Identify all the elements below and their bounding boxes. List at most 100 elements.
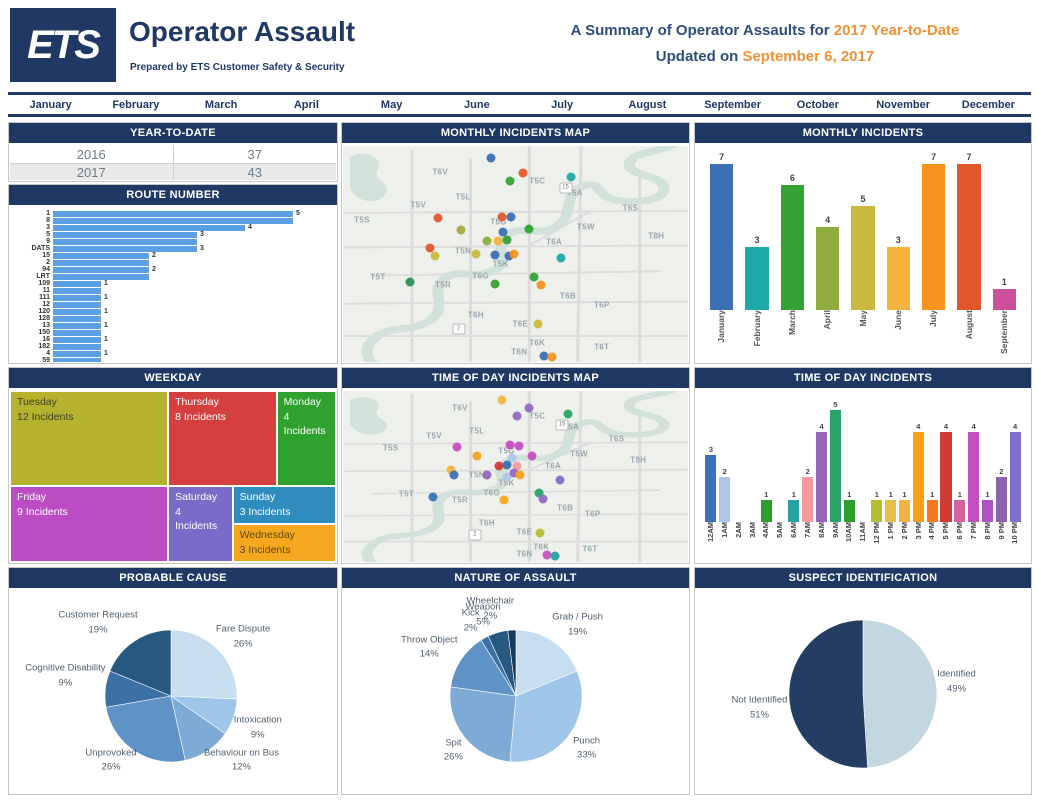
route-bar-111[interactable] bbox=[53, 294, 101, 301]
route-bar-128[interactable] bbox=[53, 315, 101, 322]
incident-dot[interactable] bbox=[539, 351, 549, 361]
month-tab-march[interactable]: March bbox=[204, 98, 238, 111]
pie-slice-wheelchair[interactable] bbox=[506, 629, 516, 697]
month-tab-october[interactable]: October bbox=[796, 98, 839, 111]
pie-slice-spit[interactable] bbox=[449, 686, 516, 763]
bar-12am[interactable] bbox=[705, 454, 717, 522]
treemap-tile-friday[interactable]: Friday 9 Incidents bbox=[10, 486, 169, 562]
incident-dot[interactable] bbox=[502, 460, 512, 470]
bar-slot-january[interactable]: 7 bbox=[704, 152, 739, 310]
route-row-8[interactable]: 8 bbox=[14, 217, 332, 224]
bar-slot-february[interactable]: 3 bbox=[739, 152, 774, 310]
incident-dot[interactable] bbox=[550, 551, 560, 561]
bar-slot-8am[interactable]: 4 bbox=[815, 397, 829, 522]
incident-dot[interactable] bbox=[452, 442, 462, 452]
incident-dot[interactable] bbox=[433, 213, 443, 223]
route-row-94[interactable]: 94 2 bbox=[14, 266, 332, 274]
bar-3-pm[interactable] bbox=[912, 432, 924, 522]
month-tab-november[interactable]: November bbox=[876, 98, 931, 111]
bar-slot-1-pm[interactable]: 1 bbox=[884, 397, 898, 522]
bar-1-pm[interactable] bbox=[885, 499, 897, 522]
incident-dot[interactable] bbox=[524, 403, 534, 413]
incident-dot[interactable] bbox=[497, 395, 507, 405]
treemap-tile-sunday[interactable]: Sunday 3 Incidents bbox=[232, 486, 336, 525]
route-row-109[interactable]: 109 1 bbox=[14, 280, 332, 288]
bar-8am[interactable] bbox=[816, 432, 828, 522]
bar-10-pm[interactable] bbox=[1009, 432, 1021, 522]
incident-dot[interactable] bbox=[505, 176, 515, 186]
treemap-tile-tuesday[interactable]: Tuesday 12 Incidents bbox=[10, 391, 169, 487]
treemap-tile-wednesday[interactable]: Wednesday 3 Incidents bbox=[232, 524, 336, 562]
bar-slot-6-pm[interactable]: 1 bbox=[953, 397, 967, 522]
route-row-9[interactable]: 9 bbox=[14, 238, 332, 245]
bar-slot-10am[interactable]: 1 bbox=[842, 397, 856, 522]
bar-january[interactable] bbox=[710, 164, 734, 310]
incident-dot[interactable] bbox=[425, 243, 435, 253]
bar-slot-4am[interactable]: 1 bbox=[759, 397, 773, 522]
route-row-182[interactable]: 182 bbox=[14, 343, 332, 350]
route-row-128[interactable]: 128 bbox=[14, 315, 332, 322]
bar-4-pm[interactable] bbox=[926, 499, 938, 522]
route-bar-150[interactable] bbox=[53, 329, 101, 336]
bar-slot-1am[interactable]: 2 bbox=[718, 397, 732, 522]
bar-slot-2-pm[interactable]: 1 bbox=[898, 397, 912, 522]
pie-slice-identified[interactable] bbox=[862, 619, 938, 769]
treemap-tile-thursday[interactable]: Thursday 8 Incidents bbox=[168, 391, 277, 487]
incident-dot[interactable] bbox=[529, 272, 539, 282]
bar-slot-5-pm[interactable]: 4 bbox=[939, 397, 953, 522]
incident-dot[interactable] bbox=[563, 409, 573, 419]
treemap-tile-monday[interactable]: Monday 4 Incidents bbox=[276, 391, 336, 487]
incident-dot[interactable] bbox=[471, 249, 481, 259]
ytd-row[interactable]: 2017 43 bbox=[10, 164, 336, 180]
month-tab-february[interactable]: February bbox=[112, 98, 160, 111]
bar-7-pm[interactable] bbox=[968, 432, 980, 522]
incident-dot[interactable] bbox=[486, 153, 496, 163]
month-tab-september[interactable]: September bbox=[704, 98, 762, 111]
bar-slot-3-pm[interactable]: 4 bbox=[911, 397, 925, 522]
pie-slice-unprovoked[interactable] bbox=[105, 695, 186, 763]
incident-dot[interactable] bbox=[566, 172, 576, 182]
route-bar-2[interactable] bbox=[53, 259, 149, 266]
month-tab-july[interactable]: July bbox=[551, 98, 574, 111]
incident-dot[interactable] bbox=[497, 212, 507, 222]
incident-dot[interactable] bbox=[490, 250, 500, 260]
bar-february[interactable] bbox=[745, 247, 769, 310]
route-row-111[interactable]: 111 1 bbox=[14, 294, 332, 302]
bar-9am[interactable] bbox=[829, 410, 841, 522]
bar-slot-9am[interactable]: 5 bbox=[828, 397, 842, 522]
bar-slot-12am[interactable]: 3 bbox=[704, 397, 718, 522]
incident-dot[interactable] bbox=[505, 440, 515, 450]
route-bar-dats[interactable] bbox=[53, 245, 197, 252]
incident-dot[interactable] bbox=[536, 280, 546, 290]
bar-12-pm[interactable] bbox=[871, 499, 883, 522]
incident-dot[interactable] bbox=[493, 236, 503, 246]
route-row-11[interactable]: 11 bbox=[14, 287, 332, 294]
incident-dot[interactable] bbox=[515, 470, 525, 480]
pie-slice-throw-object[interactable] bbox=[449, 639, 517, 697]
incident-dot[interactable] bbox=[512, 461, 522, 471]
month-tab-april[interactable]: April bbox=[293, 98, 319, 111]
incident-dot[interactable] bbox=[533, 319, 543, 329]
pie-slice-grab-push[interactable] bbox=[515, 629, 577, 697]
incident-dot[interactable] bbox=[555, 475, 565, 485]
bar-slot-8-pm[interactable]: 1 bbox=[981, 397, 995, 522]
incident-dot[interactable] bbox=[556, 253, 566, 263]
route-bar-182[interactable] bbox=[53, 343, 101, 350]
bar-july[interactable] bbox=[921, 164, 946, 310]
bar-march[interactable] bbox=[780, 184, 804, 310]
route-bar-3[interactable] bbox=[53, 224, 245, 231]
route-row-13[interactable]: 13 1 bbox=[14, 322, 332, 330]
bar-slot-may[interactable]: 5 bbox=[845, 152, 880, 310]
incident-dot[interactable] bbox=[534, 488, 544, 498]
route-bar-16[interactable] bbox=[53, 336, 101, 343]
month-tab-december[interactable]: December bbox=[961, 98, 1015, 111]
pie-slice-punch[interactable] bbox=[509, 670, 582, 763]
route-bar-lrt[interactable] bbox=[53, 273, 149, 280]
route-bar-8[interactable] bbox=[53, 217, 293, 224]
bar-slot-4-pm[interactable]: 1 bbox=[925, 397, 939, 522]
treemap-tile-saturday[interactable]: Saturday 4 Incidents bbox=[168, 486, 233, 562]
bar-slot-7am[interactable]: 2 bbox=[801, 397, 815, 522]
bar-slot-9-pm[interactable]: 2 bbox=[994, 397, 1008, 522]
